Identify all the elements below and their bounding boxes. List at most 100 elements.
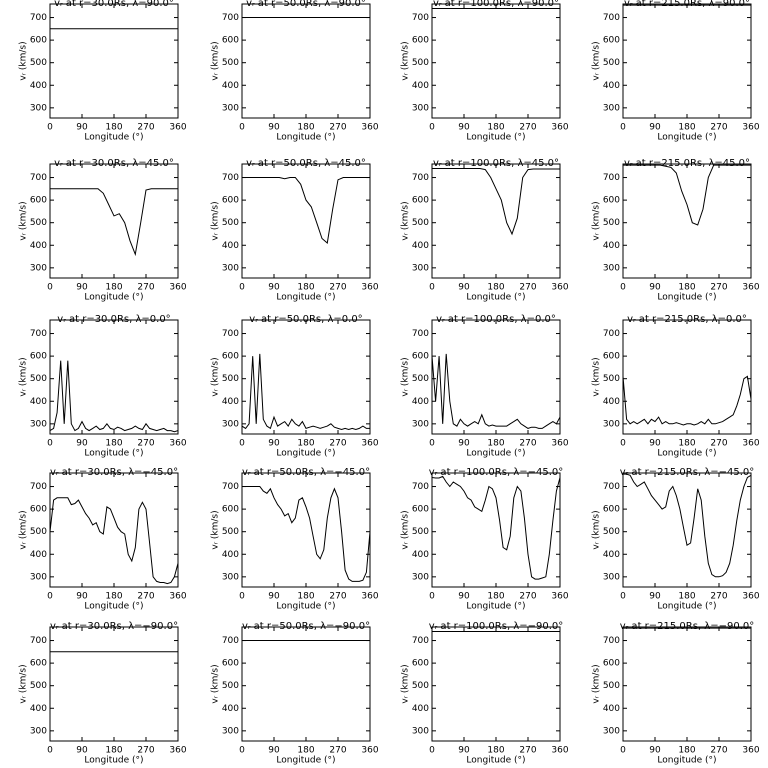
data-line <box>432 475 560 580</box>
x-tick-label: 360 <box>742 746 759 756</box>
x-tick-label: 270 <box>710 283 727 293</box>
x-tick-label: 90 <box>458 439 470 449</box>
x-tick-label: 270 <box>519 283 536 293</box>
x-axis-label: Longitude (°) <box>276 133 335 143</box>
y-tick-label: 500 <box>30 527 47 537</box>
y-tick-label: 400 <box>412 81 429 91</box>
x-tick-label: 90 <box>268 123 280 133</box>
y-tick-label: 500 <box>30 374 47 384</box>
y-tick-label: 400 <box>30 397 47 407</box>
x-axis-label: Longitude (°) <box>657 133 716 143</box>
x-tick-label: 90 <box>268 283 280 293</box>
x-tick-label: 360 <box>169 592 186 602</box>
x-tick-label: 0 <box>47 746 53 756</box>
plot-frame <box>49 163 179 279</box>
y-tick-label: 600 <box>603 196 620 206</box>
y-tick-label: 700 <box>222 636 239 646</box>
y-tick-label: 700 <box>603 636 620 646</box>
x-tick-label: 270 <box>329 592 346 602</box>
panel: vᵣ at r=100.0Rs, λ=45.0°3004005006007000… <box>401 158 569 303</box>
y-tick-label: 500 <box>603 527 620 537</box>
y-tick-label: 700 <box>603 482 620 492</box>
x-tick-label: 180 <box>678 123 695 133</box>
y-tick-label: 600 <box>603 505 620 515</box>
x-axis-label: Longitude (°) <box>276 602 335 612</box>
x-tick-label: 270 <box>710 439 727 449</box>
x-tick-label: 270 <box>710 746 727 756</box>
y-tick-label: 400 <box>412 397 429 407</box>
y-axis-label: vᵣ (km/s) <box>592 510 602 549</box>
x-tick-label: 180 <box>297 439 314 449</box>
x-tick-label: 360 <box>169 123 186 133</box>
y-tick-label: 400 <box>603 550 620 560</box>
x-tick-label: 90 <box>649 592 661 602</box>
y-axis-label: vᵣ (km/s) <box>592 41 602 80</box>
y-axis-label: vᵣ (km/s) <box>19 664 29 703</box>
y-tick-label: 600 <box>30 196 47 206</box>
x-tick-label: 90 <box>458 592 470 602</box>
y-axis-label: vᵣ (km/s) <box>592 664 602 703</box>
x-tick-label: 90 <box>458 123 470 133</box>
data-line <box>242 486 370 582</box>
x-axis-label: Longitude (°) <box>657 756 716 766</box>
y-tick-label: 300 <box>30 726 47 736</box>
x-tick-label: 0 <box>239 439 245 449</box>
y-tick-label: 600 <box>412 196 429 206</box>
y-tick-label: 700 <box>603 329 620 339</box>
y-tick-label: 500 <box>412 527 429 537</box>
y-tick-label: 400 <box>30 550 47 560</box>
x-tick-label: 360 <box>361 439 378 449</box>
y-axis-label: vᵣ (km/s) <box>401 201 411 240</box>
y-tick-label: 500 <box>222 374 239 384</box>
x-tick-label: 90 <box>76 439 88 449</box>
x-tick-label: 0 <box>429 592 435 602</box>
y-tick-label: 700 <box>412 329 429 339</box>
y-tick-label: 300 <box>412 263 429 273</box>
x-tick-label: 90 <box>76 283 88 293</box>
x-tick-label: 0 <box>620 746 626 756</box>
y-tick-label: 500 <box>30 58 47 68</box>
x-tick-label: 360 <box>742 123 759 133</box>
y-tick-label: 400 <box>603 241 620 251</box>
y-axis-label: vᵣ (km/s) <box>401 41 411 80</box>
x-axis-label: Longitude (°) <box>466 293 525 303</box>
y-tick-label: 600 <box>222 659 239 669</box>
x-tick-label: 360 <box>551 439 568 449</box>
y-tick-label: 400 <box>30 241 47 251</box>
data-line <box>242 353 370 431</box>
x-tick-label: 0 <box>620 123 626 133</box>
y-tick-label: 500 <box>603 681 620 691</box>
x-tick-label: 360 <box>742 283 759 293</box>
x-axis-label: Longitude (°) <box>657 602 716 612</box>
y-tick-label: 600 <box>30 505 47 515</box>
x-tick-label: 90 <box>458 283 470 293</box>
y-tick-label: 700 <box>30 13 47 23</box>
plot-frame <box>622 626 752 742</box>
y-axis-label: vᵣ (km/s) <box>19 41 29 80</box>
x-tick-label: 270 <box>137 746 154 756</box>
x-tick-label: 0 <box>239 746 245 756</box>
x-tick-label: 360 <box>551 746 568 756</box>
y-axis-label: vᵣ (km/s) <box>401 357 411 396</box>
y-tick-label: 600 <box>603 659 620 669</box>
x-axis-label: Longitude (°) <box>466 602 525 612</box>
panel: vᵣ at r=215.0Rs, λ=−45.0°300400500600700… <box>592 467 760 612</box>
x-tick-label: 270 <box>519 123 536 133</box>
y-tick-label: 700 <box>412 173 429 183</box>
y-tick-label: 600 <box>222 505 239 515</box>
x-tick-label: 270 <box>329 123 346 133</box>
x-tick-label: 0 <box>620 592 626 602</box>
x-tick-label: 180 <box>678 746 695 756</box>
y-tick-label: 500 <box>412 58 429 68</box>
y-axis-label: vᵣ (km/s) <box>211 510 221 549</box>
x-tick-label: 270 <box>519 592 536 602</box>
y-tick-label: 700 <box>30 636 47 646</box>
y-tick-label: 600 <box>30 36 47 46</box>
y-tick-label: 400 <box>412 241 429 251</box>
x-axis-label: Longitude (°) <box>657 293 716 303</box>
x-tick-label: 0 <box>620 283 626 293</box>
